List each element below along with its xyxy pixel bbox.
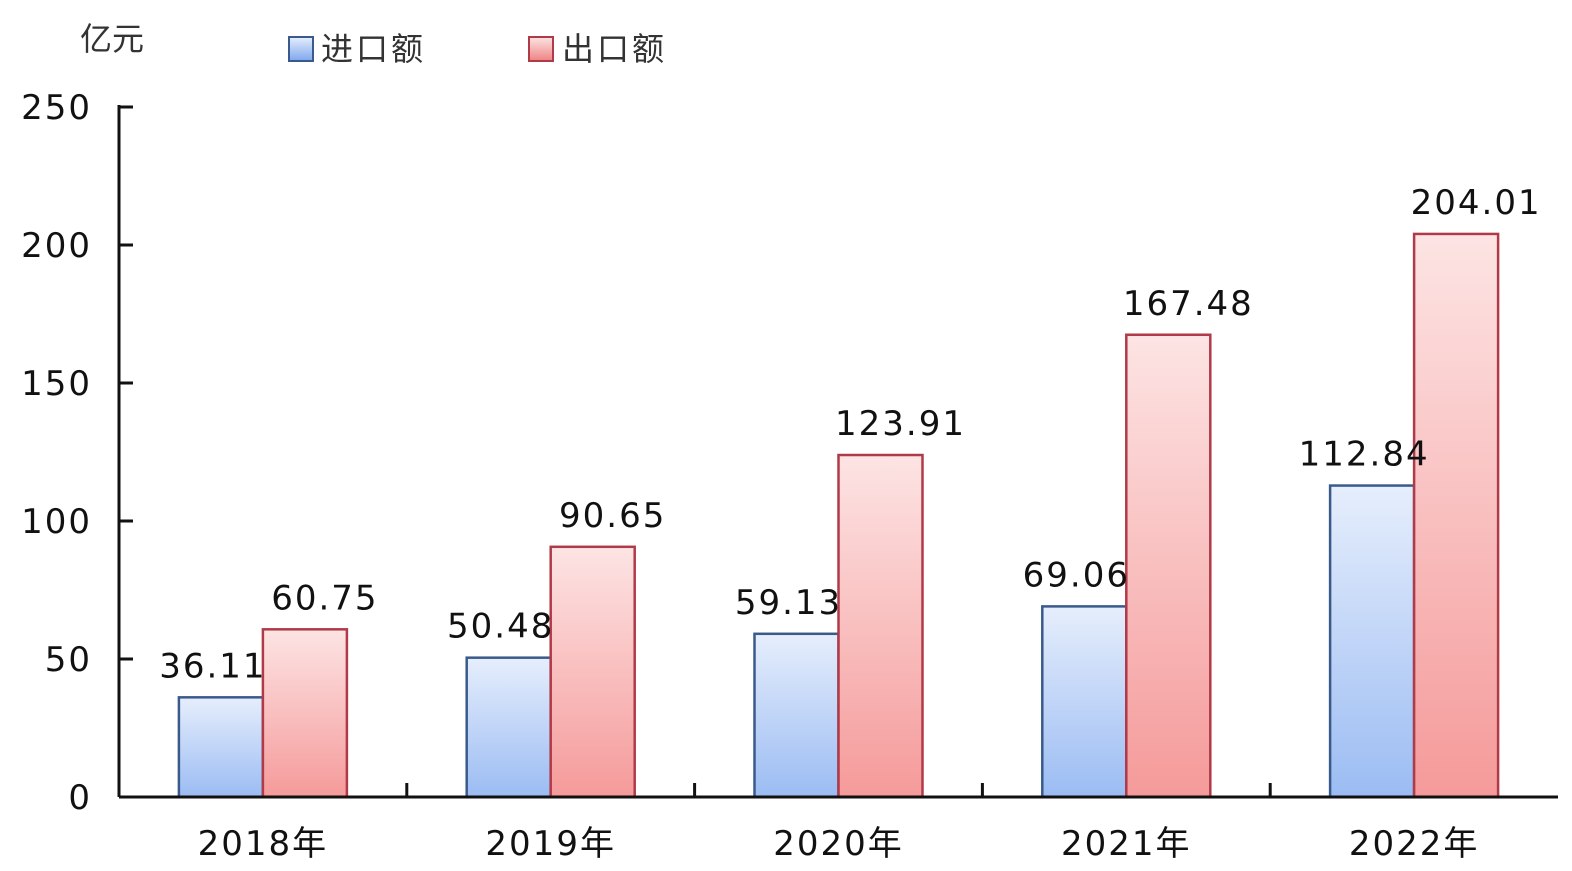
legend-label-import: 进口额 xyxy=(321,30,426,68)
legend-item-import: 进口额 xyxy=(288,30,426,68)
bar-export xyxy=(1412,232,1500,799)
y-axis-unit-label: 亿元 xyxy=(80,20,144,58)
x-tick-label: 2021年 xyxy=(1061,824,1192,864)
bars xyxy=(177,232,1500,799)
y-axis-ticks: 0 50 100 150 200 250 xyxy=(21,88,1272,818)
bar-import xyxy=(1328,484,1416,799)
bar-export xyxy=(261,628,349,799)
x-tick-label: 2019年 xyxy=(485,824,616,864)
value-label-import: 36.11 xyxy=(159,646,266,686)
bar-import xyxy=(1041,605,1128,799)
value-label-import: 112.84 xyxy=(1299,435,1430,475)
x-tick-label: 2022年 xyxy=(1349,824,1480,864)
value-label-import: 59.13 xyxy=(735,583,842,623)
y-tick-label: 100 xyxy=(21,502,92,542)
legend-label-export: 出口额 xyxy=(562,30,667,68)
bar-import xyxy=(753,632,840,799)
x-tick-label: 2020年 xyxy=(773,824,904,864)
value-label-import: 69.06 xyxy=(1023,555,1130,595)
value-label-export: 60.75 xyxy=(271,578,378,618)
y-tick-label: 250 xyxy=(21,88,92,128)
value-label-import: 50.48 xyxy=(447,607,554,647)
x-tick-label: 2018年 xyxy=(198,824,329,864)
bar-export xyxy=(837,453,924,799)
legend-swatch-export xyxy=(528,36,554,62)
legend: 进口额 出口额 xyxy=(288,30,667,68)
bar-export xyxy=(549,545,636,799)
value-label-export: 123.91 xyxy=(835,404,966,444)
legend-item-export: 出口额 xyxy=(528,30,667,68)
x-axis-labels: 2018年 2019年 2020年 2021年 2022年 xyxy=(198,824,1480,864)
bar-import xyxy=(177,696,265,799)
value-label-export: 167.48 xyxy=(1123,284,1254,324)
value-label-export: 204.01 xyxy=(1411,183,1542,223)
y-tick-label: 0 xyxy=(68,778,92,818)
bar-import xyxy=(465,656,552,799)
value-label-export: 90.65 xyxy=(559,496,666,536)
y-tick-label: 150 xyxy=(21,364,92,404)
legend-swatch-import xyxy=(288,36,314,62)
y-tick-label: 50 xyxy=(45,640,92,680)
bar-export xyxy=(1125,333,1212,799)
y-tick-label: 200 xyxy=(21,226,92,266)
